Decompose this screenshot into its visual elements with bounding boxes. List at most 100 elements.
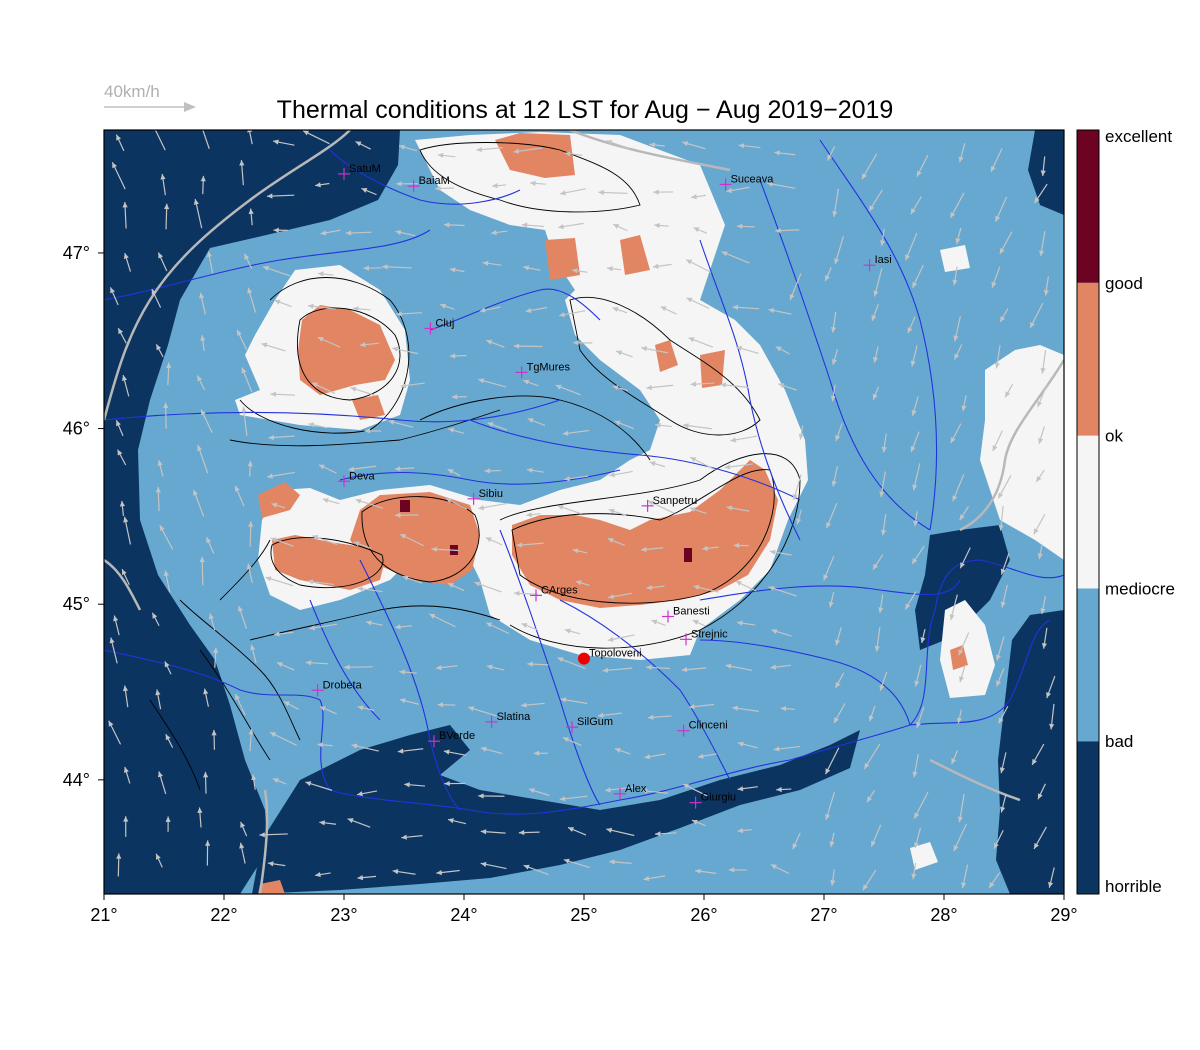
wind-arrow [693,584,719,593]
wind-arrow [559,795,588,802]
city-banesti: Banesti [662,606,710,623]
wind-arrow [826,146,836,161]
wind-arrow [880,514,887,536]
wind-arrow [567,826,587,836]
x-tick-label: 28° [930,905,957,925]
wind-arrow [348,465,377,472]
wind-arrow [307,303,336,310]
wind-arrow [399,669,417,675]
wind-arrow [513,343,543,349]
wind-arrow [444,780,466,787]
colorbar-label-good: good [1105,274,1143,293]
wind-arrow [1033,513,1046,535]
wind-arrow [236,329,248,350]
wind-arrow [879,471,886,498]
wind-arrow [640,546,664,553]
wind-arrow [234,485,245,507]
wind-arrow [202,771,209,794]
colorbar-swatch-bad [1077,588,1099,742]
wind-scale-arrow [104,102,196,112]
wind-arrow [122,374,130,397]
wind-arrow [1034,183,1048,204]
y-tick-label: 44° [63,770,90,790]
wind-arrow [825,791,835,821]
wind-arrow [768,586,797,597]
wind-arrow [478,502,508,511]
city-silgum: SilGum [566,716,613,734]
wind-arrow [905,232,918,261]
wind-arrow [654,831,677,837]
wind-arrow [1049,703,1055,730]
wind-arrow [991,266,1001,288]
city-label: SatuM [349,163,381,175]
wind-arrow [484,468,501,474]
wind-arrow [916,706,925,728]
wind-arrow [485,536,503,546]
wind-arrow [437,152,456,159]
wind-arrow [654,422,672,428]
colorbar-legend: horrible bad mediocre ok good excellent [1076,127,1175,896]
wind-arrow [157,771,167,795]
wind-arrow [447,468,461,477]
wind-arrow [213,647,219,668]
wind-arrow [474,581,502,593]
wind-arrow [199,556,205,586]
wind-arrow [689,507,707,514]
wind-arrow [835,627,842,646]
wind-arrow [830,384,836,402]
wind-arrow [513,590,539,596]
wind-arrow [399,533,424,547]
wind-arrow [562,429,589,436]
wind-arrow [606,827,635,837]
colorbar-label-bad: bad [1105,732,1133,751]
wind-arrow [203,688,209,707]
wind-arrow [159,524,174,550]
wind-arrow [363,265,382,271]
wind-arrow [560,697,588,705]
wind-arrow [274,299,292,308]
region-horrible-northwest [104,130,400,894]
city-label: Alex [625,783,647,795]
wind-arrow [482,260,502,266]
wind-arrow [653,189,674,195]
wind-arrow [529,180,546,186]
wind-arrow [904,591,917,610]
wind-arrow [151,288,162,308]
wind-arrow [602,667,633,673]
wind-arrow [825,502,838,529]
y-tick-label: 45° [63,594,90,614]
wind-arrow [1037,384,1048,408]
wind-arrow [117,449,127,466]
wind-arrow [693,227,708,234]
wind-arrow [956,709,963,724]
wind-arrow [262,265,291,277]
region-horrible-north-edge [1028,130,1064,215]
wind-arrow [317,271,334,277]
region-excellent-1 [400,500,410,512]
wind-arrow [396,311,422,317]
wind-arrow [910,431,920,453]
map-panel: SatuM BaiaM Suceava Iasi Cluj TgMures Deva Sibi… [104,130,1064,894]
wind-arrow [347,818,371,828]
wind-arrow [478,378,507,388]
wind-arrow [157,459,164,477]
wind-arrow [270,391,296,397]
wind-arrow [356,790,378,797]
wind-arrow [913,511,919,527]
wind-arrow [910,196,922,215]
wind-arrow [163,570,171,593]
wind-arrow [521,222,544,228]
wind-arrow [361,187,377,196]
wind-arrow [525,306,548,314]
wind-arrow [649,142,665,148]
wind-arrow [881,433,887,453]
wind-arrow [487,422,508,431]
wind-arrow [445,497,468,510]
wind-arrow [359,342,379,348]
wind-arrow [200,335,206,351]
wind-arrow [990,148,1003,173]
wind-arrow [702,545,719,551]
region-mediocre-south-patch [910,842,938,870]
wind-arrow [955,227,962,245]
wind-arrow [155,853,163,868]
